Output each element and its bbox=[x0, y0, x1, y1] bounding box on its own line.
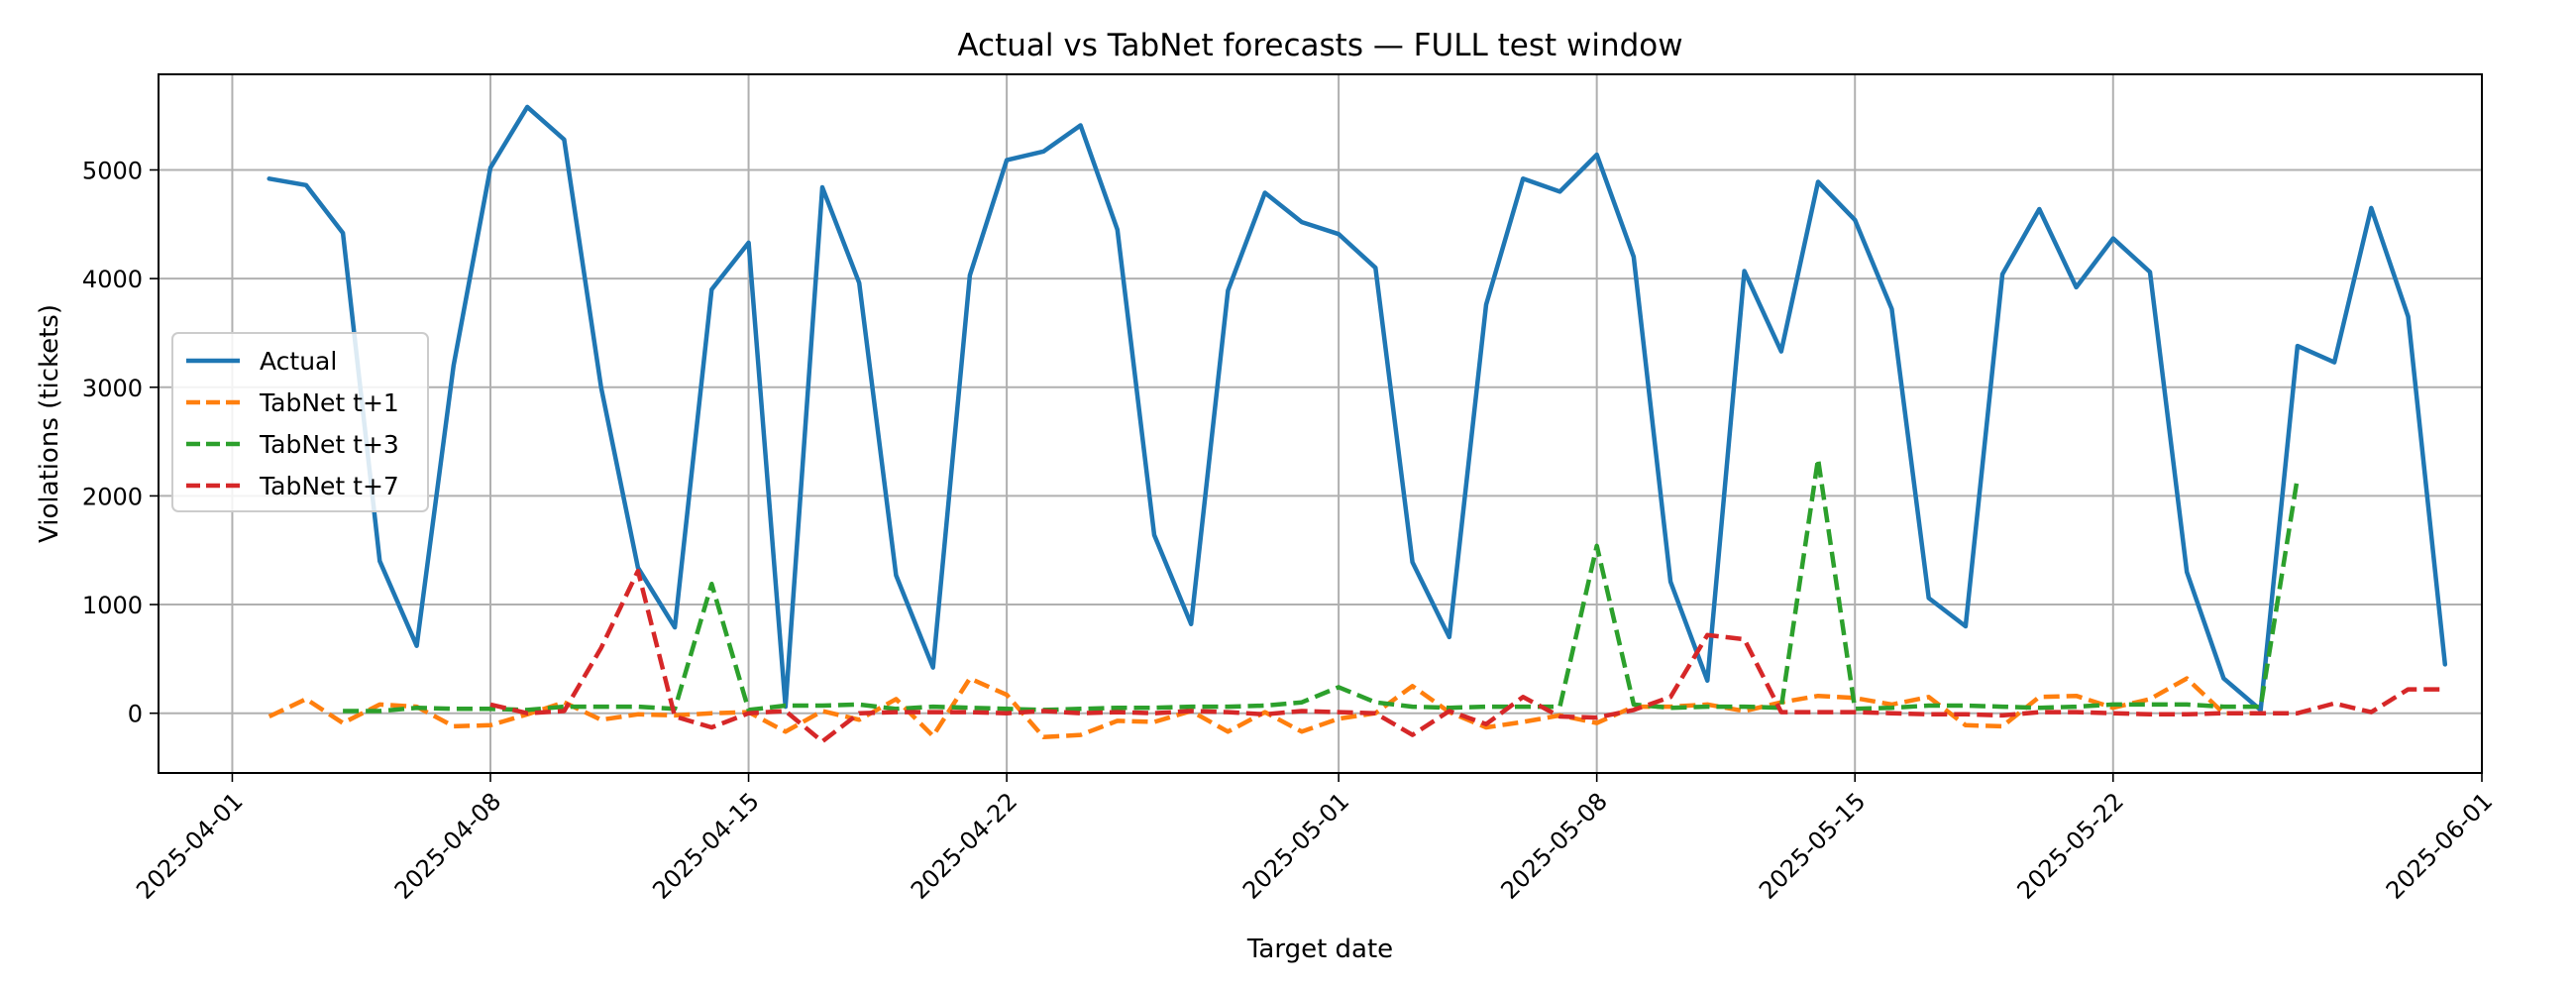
y-tick-label: 1000 bbox=[82, 592, 143, 619]
series-line bbox=[268, 676, 2261, 740]
series-line bbox=[489, 568, 2445, 744]
y-tick-label: 3000 bbox=[82, 375, 143, 402]
legend-label: TabNet t+3 bbox=[259, 430, 399, 459]
legend-item: Actual bbox=[186, 347, 337, 376]
series-layer bbox=[267, 104, 2448, 744]
plot-frame bbox=[158, 73, 2483, 774]
legend-item: TabNet t+1 bbox=[186, 388, 399, 417]
legend-item: TabNet t+7 bbox=[186, 472, 399, 500]
y-axis-title: Violations (tickets) bbox=[35, 304, 64, 543]
legend-box bbox=[171, 332, 429, 512]
series-0 bbox=[267, 104, 2448, 713]
series-3 bbox=[489, 568, 2445, 744]
legend-label: TabNet t+7 bbox=[259, 472, 399, 500]
legend: Actual TabNet t+1 TabNet t+3 TabNet t+7 bbox=[171, 332, 429, 512]
y-tick-label: 4000 bbox=[82, 266, 143, 293]
chart-title: Actual vs TabNet forecasts — FULL test w… bbox=[957, 28, 1682, 63]
legend-label: Actual bbox=[260, 347, 337, 376]
legend-item: TabNet t+3 bbox=[186, 430, 399, 459]
series-1 bbox=[268, 676, 2261, 740]
y-tick-label: 5000 bbox=[82, 157, 143, 184]
y-tick-label: 0 bbox=[128, 701, 143, 728]
series-line bbox=[343, 456, 2301, 714]
legend-label: TabNet t+1 bbox=[259, 388, 399, 417]
series-2 bbox=[343, 456, 2301, 714]
y-tick-label: 2000 bbox=[82, 483, 143, 510]
x-axis-title: Target date bbox=[1246, 935, 1393, 964]
series-line bbox=[267, 104, 2448, 713]
